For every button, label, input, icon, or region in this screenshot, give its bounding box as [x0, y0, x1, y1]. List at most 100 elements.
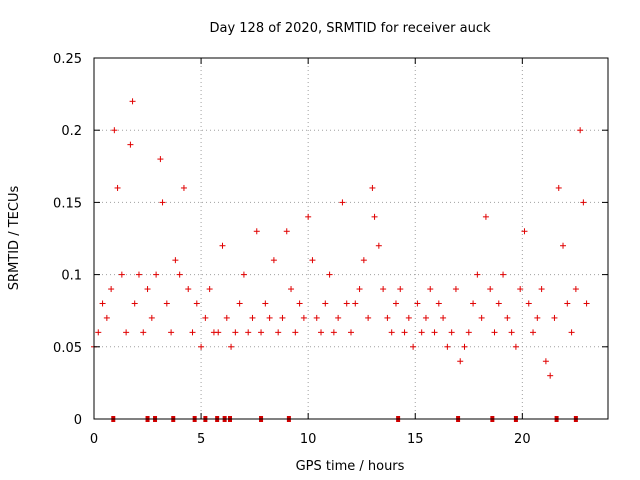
- data-point: [495, 300, 502, 307]
- data-point: [401, 329, 408, 336]
- data-point: [249, 314, 256, 321]
- data-point: [512, 343, 519, 350]
- data-point: [159, 199, 166, 206]
- data-point: [215, 329, 222, 336]
- data-point: [478, 314, 485, 321]
- data-point: [288, 286, 295, 293]
- data-point: [118, 271, 125, 278]
- data-point: [131, 300, 138, 307]
- data-point: [108, 286, 115, 293]
- data-point: [148, 314, 155, 321]
- data-point: [525, 300, 532, 307]
- data-point: [129, 98, 136, 105]
- data-point: [240, 271, 247, 278]
- grid-lines: [94, 58, 608, 419]
- data-point: [448, 329, 455, 336]
- data-point: [198, 343, 205, 350]
- data-point: [309, 257, 316, 264]
- data-point: [135, 271, 142, 278]
- data-point: [296, 300, 303, 307]
- data-point: [580, 199, 587, 206]
- data-point: [435, 300, 442, 307]
- data-point: [206, 286, 213, 293]
- data-points: [91, 98, 590, 379]
- data-point: [223, 314, 230, 321]
- data-point: [236, 300, 243, 307]
- data-point: [369, 184, 376, 191]
- data-point: [572, 286, 579, 293]
- data-point: [140, 329, 147, 336]
- data-point: [219, 242, 226, 249]
- data-point: [275, 329, 282, 336]
- data-point: [157, 156, 164, 163]
- data-point: [491, 329, 498, 336]
- data-point: [405, 314, 412, 321]
- data-point: [577, 127, 584, 134]
- data-point: [153, 271, 160, 278]
- data-point: [330, 329, 337, 336]
- y-tick-label: 0.15: [53, 196, 82, 211]
- data-point: [193, 300, 200, 307]
- data-point: [427, 286, 434, 293]
- data-point: [180, 184, 187, 191]
- data-point: [185, 286, 192, 293]
- x-axis-label: GPS time / hours: [296, 459, 405, 474]
- data-point: [99, 300, 106, 307]
- data-point: [534, 314, 541, 321]
- data-point: [384, 314, 391, 321]
- data-point: [228, 343, 235, 350]
- y-tick-label: 0: [74, 413, 82, 428]
- data-point: [103, 314, 110, 321]
- data-point: [365, 314, 372, 321]
- y-tick-label: 0.05: [53, 341, 82, 356]
- data-point: [245, 329, 252, 336]
- y-tick-label: 0.25: [53, 52, 82, 67]
- data-point: [560, 242, 567, 249]
- data-point: [474, 271, 481, 278]
- data-point: [279, 314, 286, 321]
- data-point: [380, 286, 387, 293]
- data-point: [266, 314, 273, 321]
- data-point: [517, 286, 524, 293]
- x-tick-label: 0: [90, 432, 98, 447]
- data-point: [461, 343, 468, 350]
- data-point: [339, 199, 346, 206]
- data-point: [538, 286, 545, 293]
- data-point: [457, 358, 464, 365]
- data-point: [500, 271, 507, 278]
- data-point: [431, 329, 438, 336]
- data-point: [360, 257, 367, 264]
- data-point: [318, 329, 325, 336]
- data-point: [111, 127, 118, 134]
- data-point: [253, 228, 260, 235]
- data-point: [356, 286, 363, 293]
- data-point: [270, 257, 277, 264]
- axis-ticks: 0 0.05 0.1 0.15 0.2 0.25 0 5 10 15 20: [53, 52, 608, 447]
- data-point: [352, 300, 359, 307]
- data-point: [202, 314, 209, 321]
- data-point: [555, 184, 562, 191]
- x-tick-label: 10: [300, 432, 317, 447]
- y-tick-label: 0.2: [61, 124, 82, 139]
- y-tick-label: 0.1: [61, 269, 82, 284]
- data-point: [444, 343, 451, 350]
- data-point: [343, 300, 350, 307]
- data-point: [371, 213, 378, 220]
- data-point: [127, 141, 134, 148]
- data-point: [568, 329, 575, 336]
- data-point: [440, 314, 447, 321]
- data-point: [292, 329, 299, 336]
- data-point: [410, 343, 417, 350]
- data-point: [189, 329, 196, 336]
- data-point: [422, 314, 429, 321]
- data-point: [313, 314, 320, 321]
- x-tick-label: 20: [514, 432, 531, 447]
- data-point: [482, 213, 489, 220]
- data-point: [564, 300, 571, 307]
- data-point: [326, 271, 333, 278]
- data-point: [397, 286, 404, 293]
- data-point: [348, 329, 354, 336]
- data-point: [258, 329, 265, 336]
- data-point: [530, 329, 537, 336]
